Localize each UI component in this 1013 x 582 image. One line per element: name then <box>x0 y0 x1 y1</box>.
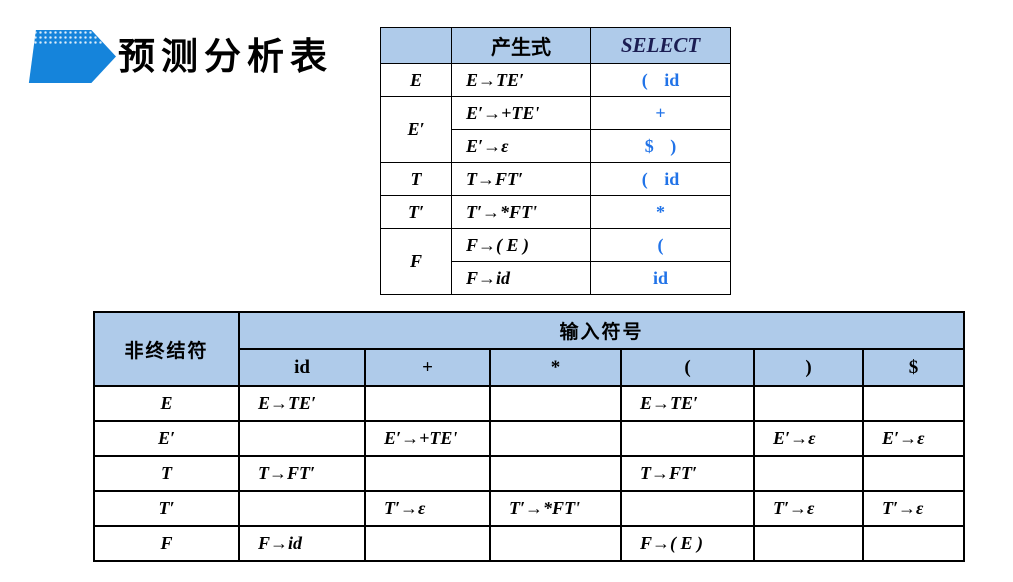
select-set-cell: ( <box>590 228 731 262</box>
matrix-cell <box>620 490 755 527</box>
select-set-cell: ( id <box>590 162 731 196</box>
table-row: T T→FT′ T→FT′ <box>93 455 966 492</box>
nonterminal-cell: F <box>380 228 452 295</box>
production-cell: E′→+TE' <box>451 96 591 130</box>
matrix-cell <box>238 420 366 457</box>
select-set-cell: + <box>590 96 731 130</box>
table-row: T′ T′→*FT' * <box>380 195 731 229</box>
nonterminal-cell: T′ <box>93 490 240 527</box>
nonterminal-cell: E′ <box>93 420 240 457</box>
nonterminal-cell: E′ <box>380 96 452 163</box>
matrix-cell <box>753 455 864 492</box>
production-cell: T→FT′ <box>451 162 591 196</box>
blank-header-cell <box>380 27 452 64</box>
table-header-row: 非终结符 输入符号 <box>93 311 966 387</box>
matrix-cell <box>489 385 622 422</box>
select-set-cell: ( id <box>590 63 731 97</box>
nonterminal-cell: F <box>93 525 240 562</box>
matrix-cell <box>489 420 622 457</box>
nonterminal-column-header: 非终结符 <box>93 311 240 387</box>
select-set-cell: id <box>590 261 731 295</box>
matrix-cell: E′→ε <box>753 420 864 457</box>
nonterminal-cell: E <box>380 63 452 97</box>
table-header-row: id + * ( ) $ <box>94 348 966 387</box>
nonterminal-cell: T <box>380 162 452 196</box>
table-row: F→id id <box>381 261 731 295</box>
matrix-cell <box>364 455 491 492</box>
table-row: T′ T′→ε T′→*FT' T′→ε T′→ε <box>93 490 966 527</box>
production-select-table: 产生式 SELECT E E→TE′ ( id E′ E′→+TE' + E′→… <box>380 27 731 295</box>
matrix-cell <box>489 455 622 492</box>
table-row: F F→id F→( E ) <box>93 525 966 562</box>
table-row: T T→FT′ ( id <box>380 162 731 196</box>
column-header-star: * <box>489 348 622 387</box>
production-cell: F→( E ) <box>451 228 591 262</box>
matrix-cell <box>861 385 966 422</box>
table-row: E′→ε $ ) <box>381 129 731 163</box>
nonterminal-cell: T′ <box>380 195 452 229</box>
matrix-cell <box>620 420 755 457</box>
column-header-rparen: ) <box>753 348 864 387</box>
matrix-cell <box>861 455 966 492</box>
table-row: E E→TE′ ( id <box>380 63 731 97</box>
matrix-cell: T→FT′ <box>620 455 755 492</box>
matrix-cell <box>489 525 622 562</box>
matrix-cell <box>861 525 966 562</box>
production-cell: F→id <box>451 261 591 295</box>
column-header-lparen: ( <box>620 348 755 387</box>
input-symbols-group-header: 输入符号 <box>237 311 966 350</box>
matrix-cell: T′→ε <box>861 490 966 527</box>
matrix-cell: T′→ε <box>364 490 491 527</box>
matrix-cell <box>753 385 864 422</box>
production-cell: T′→*FT' <box>451 195 591 229</box>
production-cell: E→TE′ <box>451 63 591 97</box>
table-row: E′ E′→+TE' + <box>380 96 731 163</box>
select-column-header: SELECT <box>590 27 731 64</box>
parsing-matrix-table: 非终结符 输入符号 id + * ( ) $ E E→TE′ <box>93 311 966 562</box>
table-header-row: 产生式 SELECT <box>380 27 731 64</box>
column-header-plus: + <box>364 348 491 387</box>
matrix-cell <box>238 490 366 527</box>
matrix-cell: F→( E ) <box>620 525 755 562</box>
select-set-cell: * <box>590 195 731 229</box>
matrix-cell <box>364 385 491 422</box>
nonterminal-cell: T <box>93 455 240 492</box>
matrix-cell: E′→+TE' <box>364 420 491 457</box>
production-column-header: 产生式 <box>451 27 591 64</box>
matrix-cell <box>364 525 491 562</box>
table-row: E′ E′→+TE' E′→ε E′→ε <box>93 420 966 457</box>
matrix-cell: T′→*FT' <box>489 490 622 527</box>
matrix-cell: F→id <box>238 525 366 562</box>
matrix-cell: E→TE′ <box>238 385 366 422</box>
matrix-cell: T′→ε <box>753 490 864 527</box>
nonterminal-cell: E <box>93 385 240 422</box>
production-cell: E′→ε <box>451 129 591 163</box>
column-header-dollar: $ <box>861 348 966 387</box>
column-header-id: id <box>238 348 366 387</box>
matrix-cell: E′→ε <box>861 420 966 457</box>
table-row: F F→( E ) ( <box>380 228 731 295</box>
table-row: E E→TE′ E→TE′ <box>93 385 966 422</box>
select-set-cell: $ ) <box>590 129 731 163</box>
matrix-cell <box>753 525 864 562</box>
matrix-cell: E→TE′ <box>620 385 755 422</box>
arrow-bullet-icon <box>28 30 116 83</box>
matrix-cell: T→FT′ <box>238 455 366 492</box>
page-title: 预测分析表 <box>118 36 333 77</box>
